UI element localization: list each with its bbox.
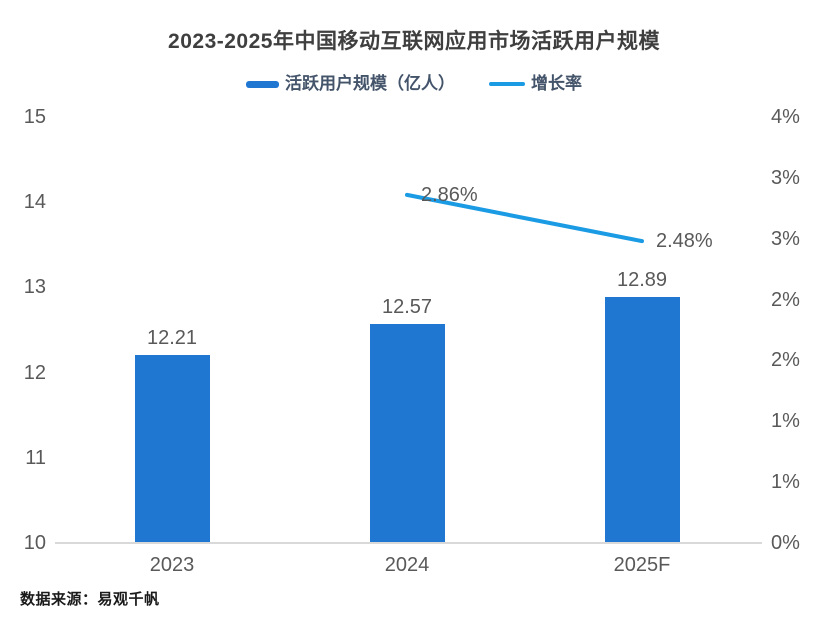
bar-2025F [604, 296, 680, 543]
right-axis-tick: 1% [771, 410, 800, 433]
right-axis-tick: 0% [771, 532, 800, 554]
x-tick-2024: 2024 [384, 554, 430, 576]
legend-item-growth-rate: 增长率 [489, 72, 582, 96]
right-axis-tick: 3% [771, 166, 800, 189]
x-tick-2025F: 2025F [613, 554, 671, 576]
chart-title: 2023-2025年中国移动互联网应用市场活跃用户规模 [168, 30, 660, 53]
left-axis-tick: 12 [23, 361, 46, 384]
legend-label-active-users: 活跃用户规模（亿人） [285, 74, 455, 93]
right-axis-tick: 2% [771, 288, 800, 311]
right-axis-tick: 1% [771, 471, 800, 494]
bar-value-label: 12.89 [616, 268, 668, 291]
bar-value-label: 12.57 [381, 296, 433, 319]
growth-line [405, 192, 644, 244]
right-axis-tick: 3% [771, 227, 800, 250]
bar-2023 [134, 354, 210, 543]
line-swatch-icon [489, 82, 525, 86]
plot-area: 12.21 12.57 12.89 2.86% 2.48% [57, 117, 755, 543]
left-axis-tick: 10 [23, 532, 46, 554]
x-tick-2023: 2023 [149, 554, 195, 576]
line-value-label: 2.48% [656, 230, 713, 253]
bar-value-label: 12.21 [146, 326, 198, 349]
x-axis-line [55, 542, 762, 544]
right-axis-tick: 4% [771, 106, 800, 128]
bar-swatch-icon [246, 80, 279, 88]
source-note: 数据来源：易观千帆 [20, 591, 160, 608]
legend: 活跃用户规模（亿人） 增长率 [0, 72, 828, 96]
right-axis-tick: 2% [771, 349, 800, 372]
legend-item-active-users: 活跃用户规模（亿人） [246, 72, 455, 96]
growth-line-layer [405, 192, 644, 244]
line-value-label: 2.86% [421, 183, 478, 206]
left-axis-tick: 13 [23, 276, 46, 299]
left-axis-tick: 15 [23, 106, 46, 128]
left-axis-tick: 11 [25, 446, 46, 469]
legend-label-growth-rate: 增长率 [531, 74, 582, 93]
bar-2024 [369, 324, 445, 543]
left-axis-tick: 14 [23, 191, 46, 214]
